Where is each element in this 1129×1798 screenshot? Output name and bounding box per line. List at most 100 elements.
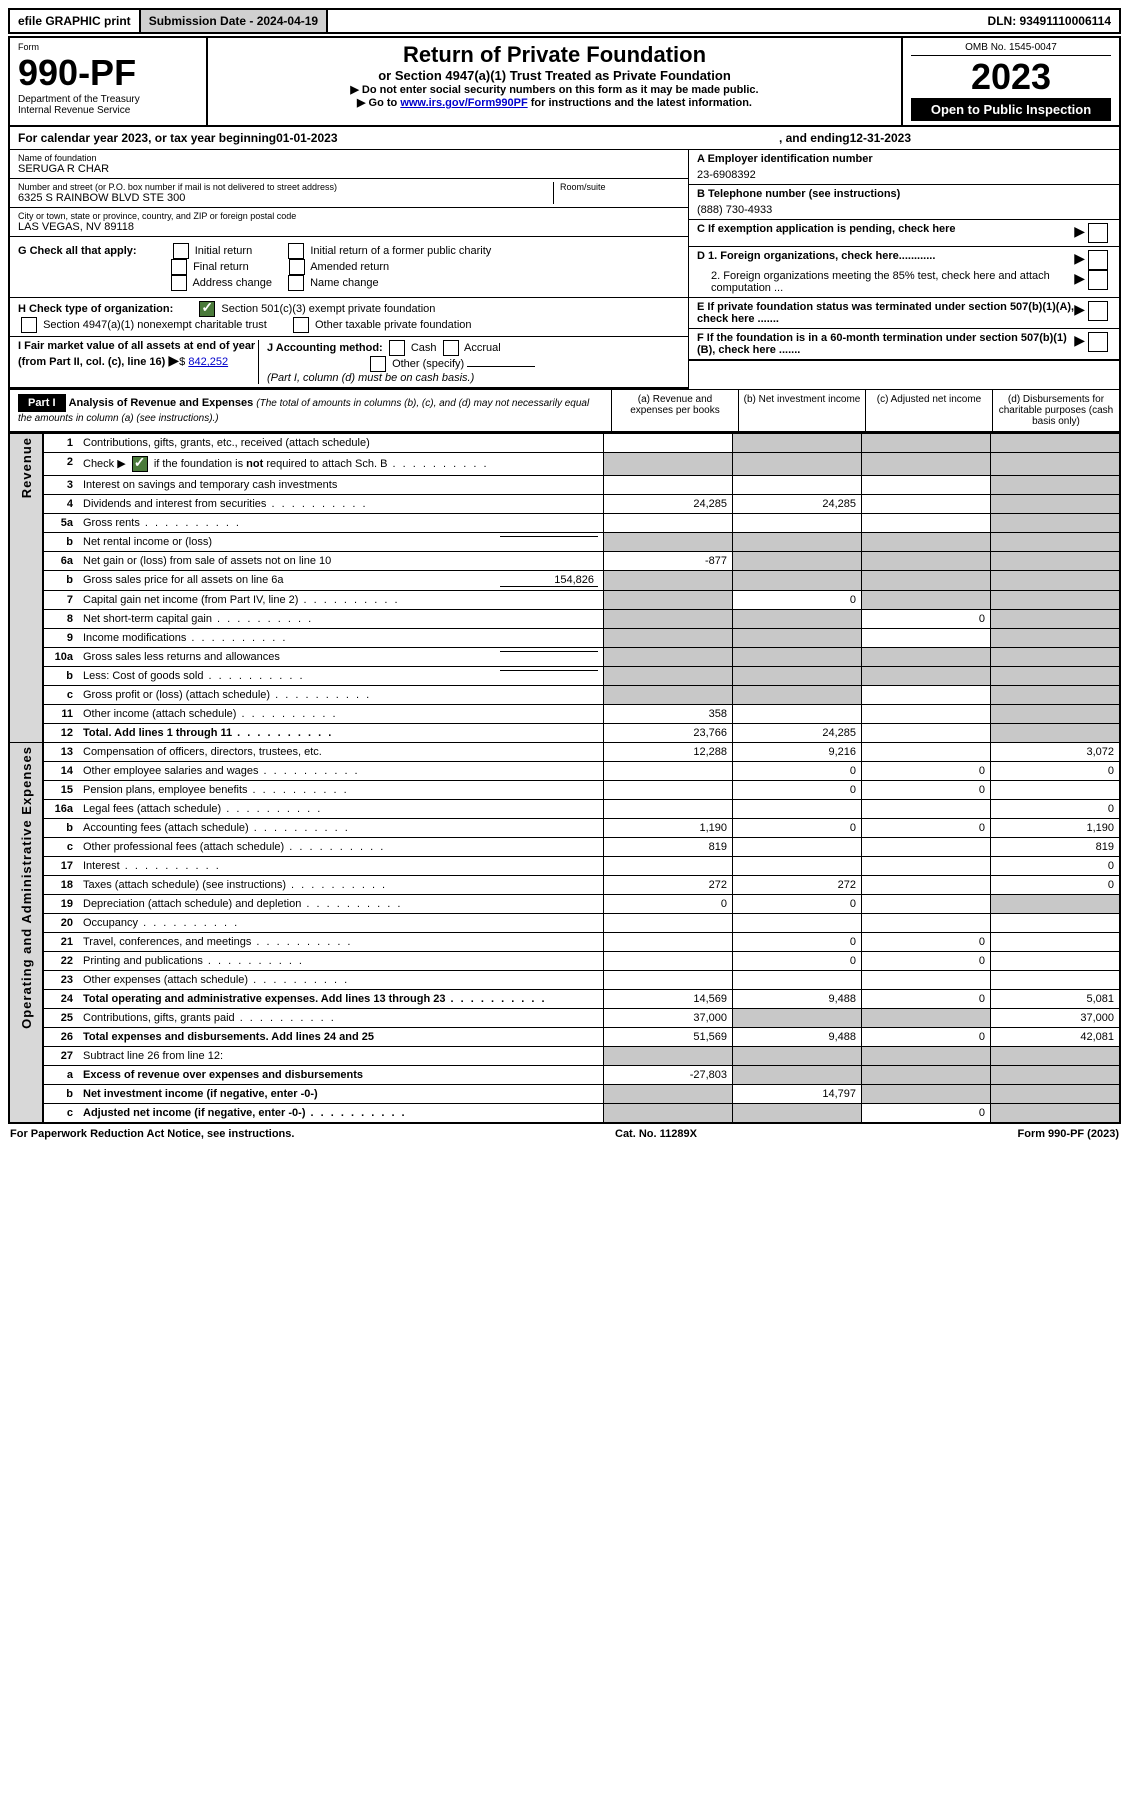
table-row: 26Total expenses and disbursements. Add … [9, 1028, 1120, 1047]
line-desc: Other income (attach schedule) [78, 705, 604, 724]
checkbox-other-method[interactable] [370, 356, 386, 372]
cell-value: 0 [733, 591, 862, 610]
cell-grey [991, 686, 1121, 705]
cell-value: 0 [733, 781, 862, 800]
cell-value [604, 857, 733, 876]
table-row: Operating and Administrative Expenses13C… [9, 743, 1120, 762]
page-footer: For Paperwork Reduction Act Notice, see … [8, 1124, 1121, 1144]
checkbox-initial-former[interactable] [288, 243, 304, 259]
line-desc: Net rental income or (loss) [78, 533, 604, 552]
cell-grey [604, 610, 733, 629]
cell-value: 9,488 [733, 990, 862, 1009]
line-desc: Compensation of officers, directors, tru… [78, 743, 604, 762]
opt-initial-former: Initial return of a former public charit… [310, 245, 491, 257]
line-desc: Other expenses (attach schedule) [78, 971, 604, 990]
cell-value: 0 [862, 762, 991, 781]
part1-badge: Part I [18, 394, 66, 412]
cell-grey [733, 1009, 862, 1028]
ein: 23-6908392 [697, 165, 1111, 181]
cell-value: 0 [862, 610, 991, 629]
part1-title: Analysis of Revenue and Expenses [69, 397, 254, 409]
fmv-link[interactable]: 842,252 [188, 356, 228, 368]
cell-grey [991, 1047, 1121, 1066]
checkbox-c[interactable] [1088, 223, 1108, 243]
cell-value [604, 476, 733, 495]
line-desc: Net gain or (loss) from sale of assets n… [78, 552, 604, 571]
checkbox-d1[interactable] [1088, 250, 1108, 270]
col-c-header: (c) Adjusted net income [865, 390, 992, 431]
checkbox-final-return[interactable] [171, 259, 187, 275]
line-number: 13 [43, 743, 78, 762]
checkbox-cash[interactable] [389, 340, 405, 356]
checkbox-addr-change[interactable] [171, 275, 187, 291]
cell-grey [733, 629, 862, 648]
checkbox-e[interactable] [1088, 301, 1108, 321]
form-number: 990-PF [18, 52, 198, 94]
line-number: 17 [43, 857, 78, 876]
side-label: Revenue [9, 434, 43, 743]
cell-value [604, 952, 733, 971]
h-label: H Check type of organization: [18, 303, 173, 315]
table-row: 19Depreciation (attach schedule) and dep… [9, 895, 1120, 914]
cell-value: 0 [862, 781, 991, 800]
table-row: 2Check ▶ if the foundation is not requir… [9, 453, 1120, 476]
cell-value: 0 [733, 819, 862, 838]
cell-grey [991, 514, 1121, 533]
cell-value [733, 914, 862, 933]
cell-value [604, 434, 733, 453]
cell-value: -877 [604, 552, 733, 571]
cell-value: 1,190 [604, 819, 733, 838]
cell-value [862, 705, 991, 724]
cell-grey [991, 648, 1121, 667]
cell-grey [862, 533, 991, 552]
checkbox-501c3[interactable] [199, 301, 215, 317]
footer-mid: Cat. No. 11289X [615, 1128, 697, 1140]
cell-value [733, 971, 862, 990]
checkbox-d2[interactable] [1088, 270, 1108, 290]
table-row: 24Total operating and administrative exp… [9, 990, 1120, 1009]
cell-grey [991, 1085, 1121, 1104]
irs-link[interactable]: www.irs.gov/Form990PF [400, 97, 527, 109]
table-row: 21Travel, conferences, and meetings00 [9, 933, 1120, 952]
cell-value: 12,288 [604, 743, 733, 762]
table-row: 18Taxes (attach schedule) (see instructi… [9, 876, 1120, 895]
j-label: J Accounting method: [267, 342, 383, 354]
cell-value: 5,081 [991, 990, 1121, 1009]
cell-value [862, 476, 991, 495]
line-number: 8 [43, 610, 78, 629]
cell-value [733, 476, 862, 495]
cell-value: 1,190 [991, 819, 1121, 838]
line-number: 5a [43, 514, 78, 533]
checkbox-sch-b[interactable] [132, 456, 148, 472]
line-number: 12 [43, 724, 78, 743]
line-number: b [43, 1085, 78, 1104]
checkbox-initial-return[interactable] [173, 243, 189, 259]
line-number: 21 [43, 933, 78, 952]
checkbox-other-taxable[interactable] [293, 317, 309, 333]
cell-grey [991, 1066, 1121, 1085]
ein-label: A Employer identification number [697, 153, 1111, 165]
line-number: 27 [43, 1047, 78, 1066]
address: 6325 S RAINBOW BLVD STE 300 [18, 192, 553, 204]
line-number: 9 [43, 629, 78, 648]
table-row: cAdjusted net income (if negative, enter… [9, 1104, 1120, 1124]
cell-grey [733, 610, 862, 629]
checkbox-accrual[interactable] [443, 340, 459, 356]
cell-grey [862, 1009, 991, 1028]
line-number: 7 [43, 591, 78, 610]
checkbox-amended[interactable] [289, 259, 305, 275]
cell-value [862, 857, 991, 876]
cell-grey [604, 648, 733, 667]
cell-value [733, 857, 862, 876]
cell-value [604, 762, 733, 781]
cell-value [862, 743, 991, 762]
cell-value: 0 [991, 762, 1121, 781]
checkbox-f[interactable] [1088, 332, 1108, 352]
checkbox-4947[interactable] [21, 317, 37, 333]
line-desc: Adjusted net income (if negative, enter … [78, 1104, 604, 1124]
checkbox-name-change[interactable] [288, 275, 304, 291]
cell-value [862, 514, 991, 533]
cell-grey [733, 1047, 862, 1066]
cell-grey [733, 453, 862, 476]
foundation-name: SERUGA R CHAR [18, 163, 680, 175]
